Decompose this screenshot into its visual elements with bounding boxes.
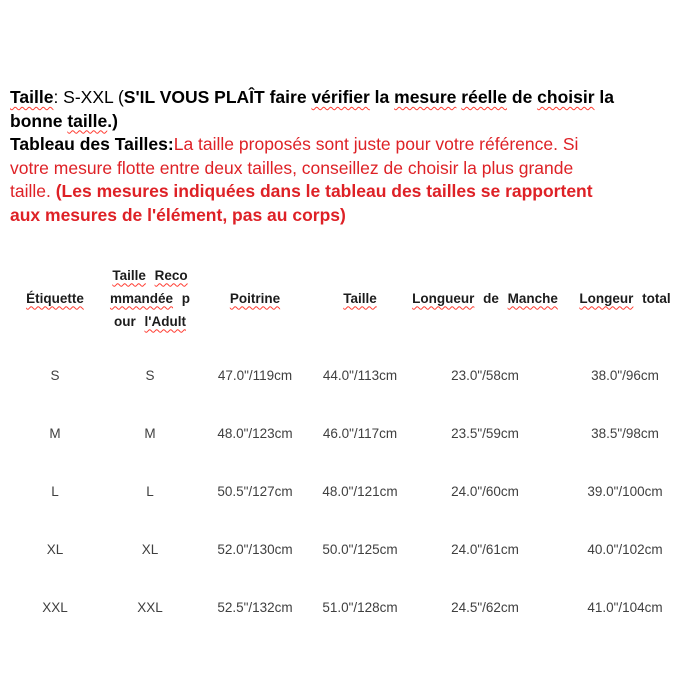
text-segment: taille bbox=[67, 110, 108, 131]
col-header-longeur-total: Longeur total bbox=[560, 250, 690, 346]
cell-label: XL bbox=[46, 541, 64, 557]
intro-line-3: Tableau des Tailles:La taille proposés s… bbox=[10, 133, 694, 157]
intro-line-5: taille. (Les mesures indiquées dans le t… bbox=[10, 180, 694, 204]
cell-total-length: 38.0"/96cm bbox=[591, 367, 659, 383]
cell-label: M bbox=[49, 425, 61, 441]
cell-total-length: 39.0"/100cm bbox=[587, 483, 663, 499]
text-segment: p bbox=[173, 290, 191, 306]
text-segment: la bbox=[369, 87, 395, 107]
col-header-taille-recommandee: Taille Reco mmandée p our l'Adult bbox=[100, 250, 200, 346]
text-segment: Reco bbox=[154, 267, 188, 283]
text-segment: de bbox=[507, 87, 538, 107]
size-row-xxl: XXL XXL 52.5"/132cm 51.0"/128cm 24.5"/62… bbox=[10, 578, 690, 636]
intro-text: Taille: S-XXL (S'IL VOUS PLAÎT faire vér… bbox=[10, 86, 694, 228]
header-line: mmandée p bbox=[100, 287, 200, 310]
cell-sleeve-length: 24.5"/62cm bbox=[451, 599, 519, 615]
cell-waist: 44.0"/113cm bbox=[322, 367, 398, 383]
text-segment: La taille proposés sont juste pour votre… bbox=[173, 134, 579, 155]
cell-chest: 50.5"/127cm bbox=[217, 483, 293, 499]
text-segment: mesure bbox=[394, 87, 457, 107]
intro-line-6: aux mesures de l'élément, pas au corps) bbox=[10, 204, 694, 228]
text-segment: Taille bbox=[112, 267, 146, 283]
cell-label: S bbox=[50, 367, 60, 383]
intro-line-4: votre mesure flotte entre deux tailles, … bbox=[10, 157, 694, 181]
text-segment: Étiquette bbox=[26, 290, 84, 306]
cell-total-length: 41.0"/104cm bbox=[587, 599, 663, 615]
text-segment: Taille bbox=[10, 87, 54, 107]
cell-sleeve-length: 23.5"/59cm bbox=[451, 425, 519, 441]
cell-chest: 48.0"/123cm bbox=[217, 425, 293, 441]
cell-recommended-size: XL bbox=[141, 541, 159, 557]
cell-label: XXL bbox=[42, 599, 68, 615]
cell-waist: 46.0"/117cm bbox=[322, 425, 398, 441]
header-line: Taille Reco bbox=[100, 264, 200, 287]
text-segment: aux mesures de l'élément, pas au corps) bbox=[10, 204, 346, 225]
size-row-s: S S 47.0"/119cm 44.0"/113cm 23.0"/58cm 3… bbox=[10, 346, 690, 404]
text-segment: la bbox=[594, 87, 615, 107]
text-segment: .) bbox=[107, 110, 118, 131]
cell-chest: 47.0"/119cm bbox=[217, 367, 293, 383]
text-segment: votre mesure flotte entre deux tailles, … bbox=[10, 157, 574, 178]
cell-sleeve-length: 24.0"/61cm bbox=[451, 541, 519, 557]
cell-waist: 50.0"/125cm bbox=[322, 541, 398, 557]
size-row-l: L L 50.5"/127cm 48.0"/121cm 24.0"/60cm 3… bbox=[10, 462, 690, 520]
text-segment: choisir bbox=[537, 87, 595, 107]
text-segment: our bbox=[114, 313, 145, 329]
text-segment: taille. bbox=[10, 181, 56, 202]
text-segment: : S-XXL ( bbox=[53, 87, 124, 107]
cell-recommended-size: XXL bbox=[137, 599, 163, 615]
intro-line-1: Taille: S-XXL (S'IL VOUS PLAÎT faire vér… bbox=[10, 86, 694, 110]
cell-total-length: 38.5"/98cm bbox=[591, 425, 659, 441]
size-row-m: M M 48.0"/123cm 46.0"/117cm 23.5"/59cm 3… bbox=[10, 404, 690, 462]
text-segment: Taille bbox=[343, 290, 377, 306]
cell-recommended-size: L bbox=[146, 483, 154, 499]
size-table-header-row: Étiquette Taille Reco mmandée p our l'Ad… bbox=[10, 250, 690, 346]
intro-line-2: bonne taille.) bbox=[10, 110, 694, 134]
cell-waist: 51.0"/128cm bbox=[322, 599, 398, 615]
size-table: Étiquette Taille Reco mmandée p our l'Ad… bbox=[10, 250, 690, 636]
col-header-etiquette: Étiquette bbox=[10, 250, 100, 346]
text-segment: Manche bbox=[507, 290, 558, 306]
cell-waist: 48.0"/121cm bbox=[322, 483, 398, 499]
text-segment bbox=[146, 268, 155, 283]
text-segment: de bbox=[474, 290, 508, 306]
col-header-taille: Taille bbox=[310, 250, 410, 346]
cell-chest: 52.0"/130cm bbox=[217, 541, 293, 557]
text-segment: l'Adult bbox=[144, 313, 186, 329]
cell-recommended-size: S bbox=[145, 367, 155, 383]
cell-chest: 52.5"/132cm bbox=[217, 599, 293, 615]
cell-total-length: 40.0"/102cm bbox=[587, 541, 663, 557]
header-line: our l'Adult bbox=[100, 310, 200, 333]
col-header-poitrine: Poitrine bbox=[200, 250, 310, 346]
cell-label: L bbox=[51, 483, 59, 499]
text-segment: S'IL VOUS PLAÎT faire bbox=[123, 87, 312, 107]
text-segment: vérifier bbox=[311, 87, 370, 107]
cell-sleeve-length: 24.0"/60cm bbox=[451, 483, 519, 499]
text-segment: Tableau des Tailles: bbox=[10, 134, 174, 155]
col-header-longueur-de-manche: Longueur de Manche bbox=[410, 250, 560, 346]
text-segment: Longeur bbox=[579, 290, 634, 306]
size-row-xl: XL XL 52.0"/130cm 50.0"/125cm 24.0"/61cm… bbox=[10, 520, 690, 578]
text-segment: mmandée bbox=[109, 290, 174, 306]
text-segment: Poitrine bbox=[229, 290, 281, 306]
cell-recommended-size: M bbox=[144, 425, 156, 441]
text-segment: bonne bbox=[10, 110, 68, 131]
text-segment: total bbox=[633, 290, 671, 306]
text-segment: Longueur bbox=[412, 290, 475, 306]
text-segment: (Les mesures indiquées dans le tableau d… bbox=[55, 181, 593, 202]
cell-sleeve-length: 23.0"/58cm bbox=[451, 367, 519, 383]
text-segment: réelle bbox=[461, 87, 508, 107]
